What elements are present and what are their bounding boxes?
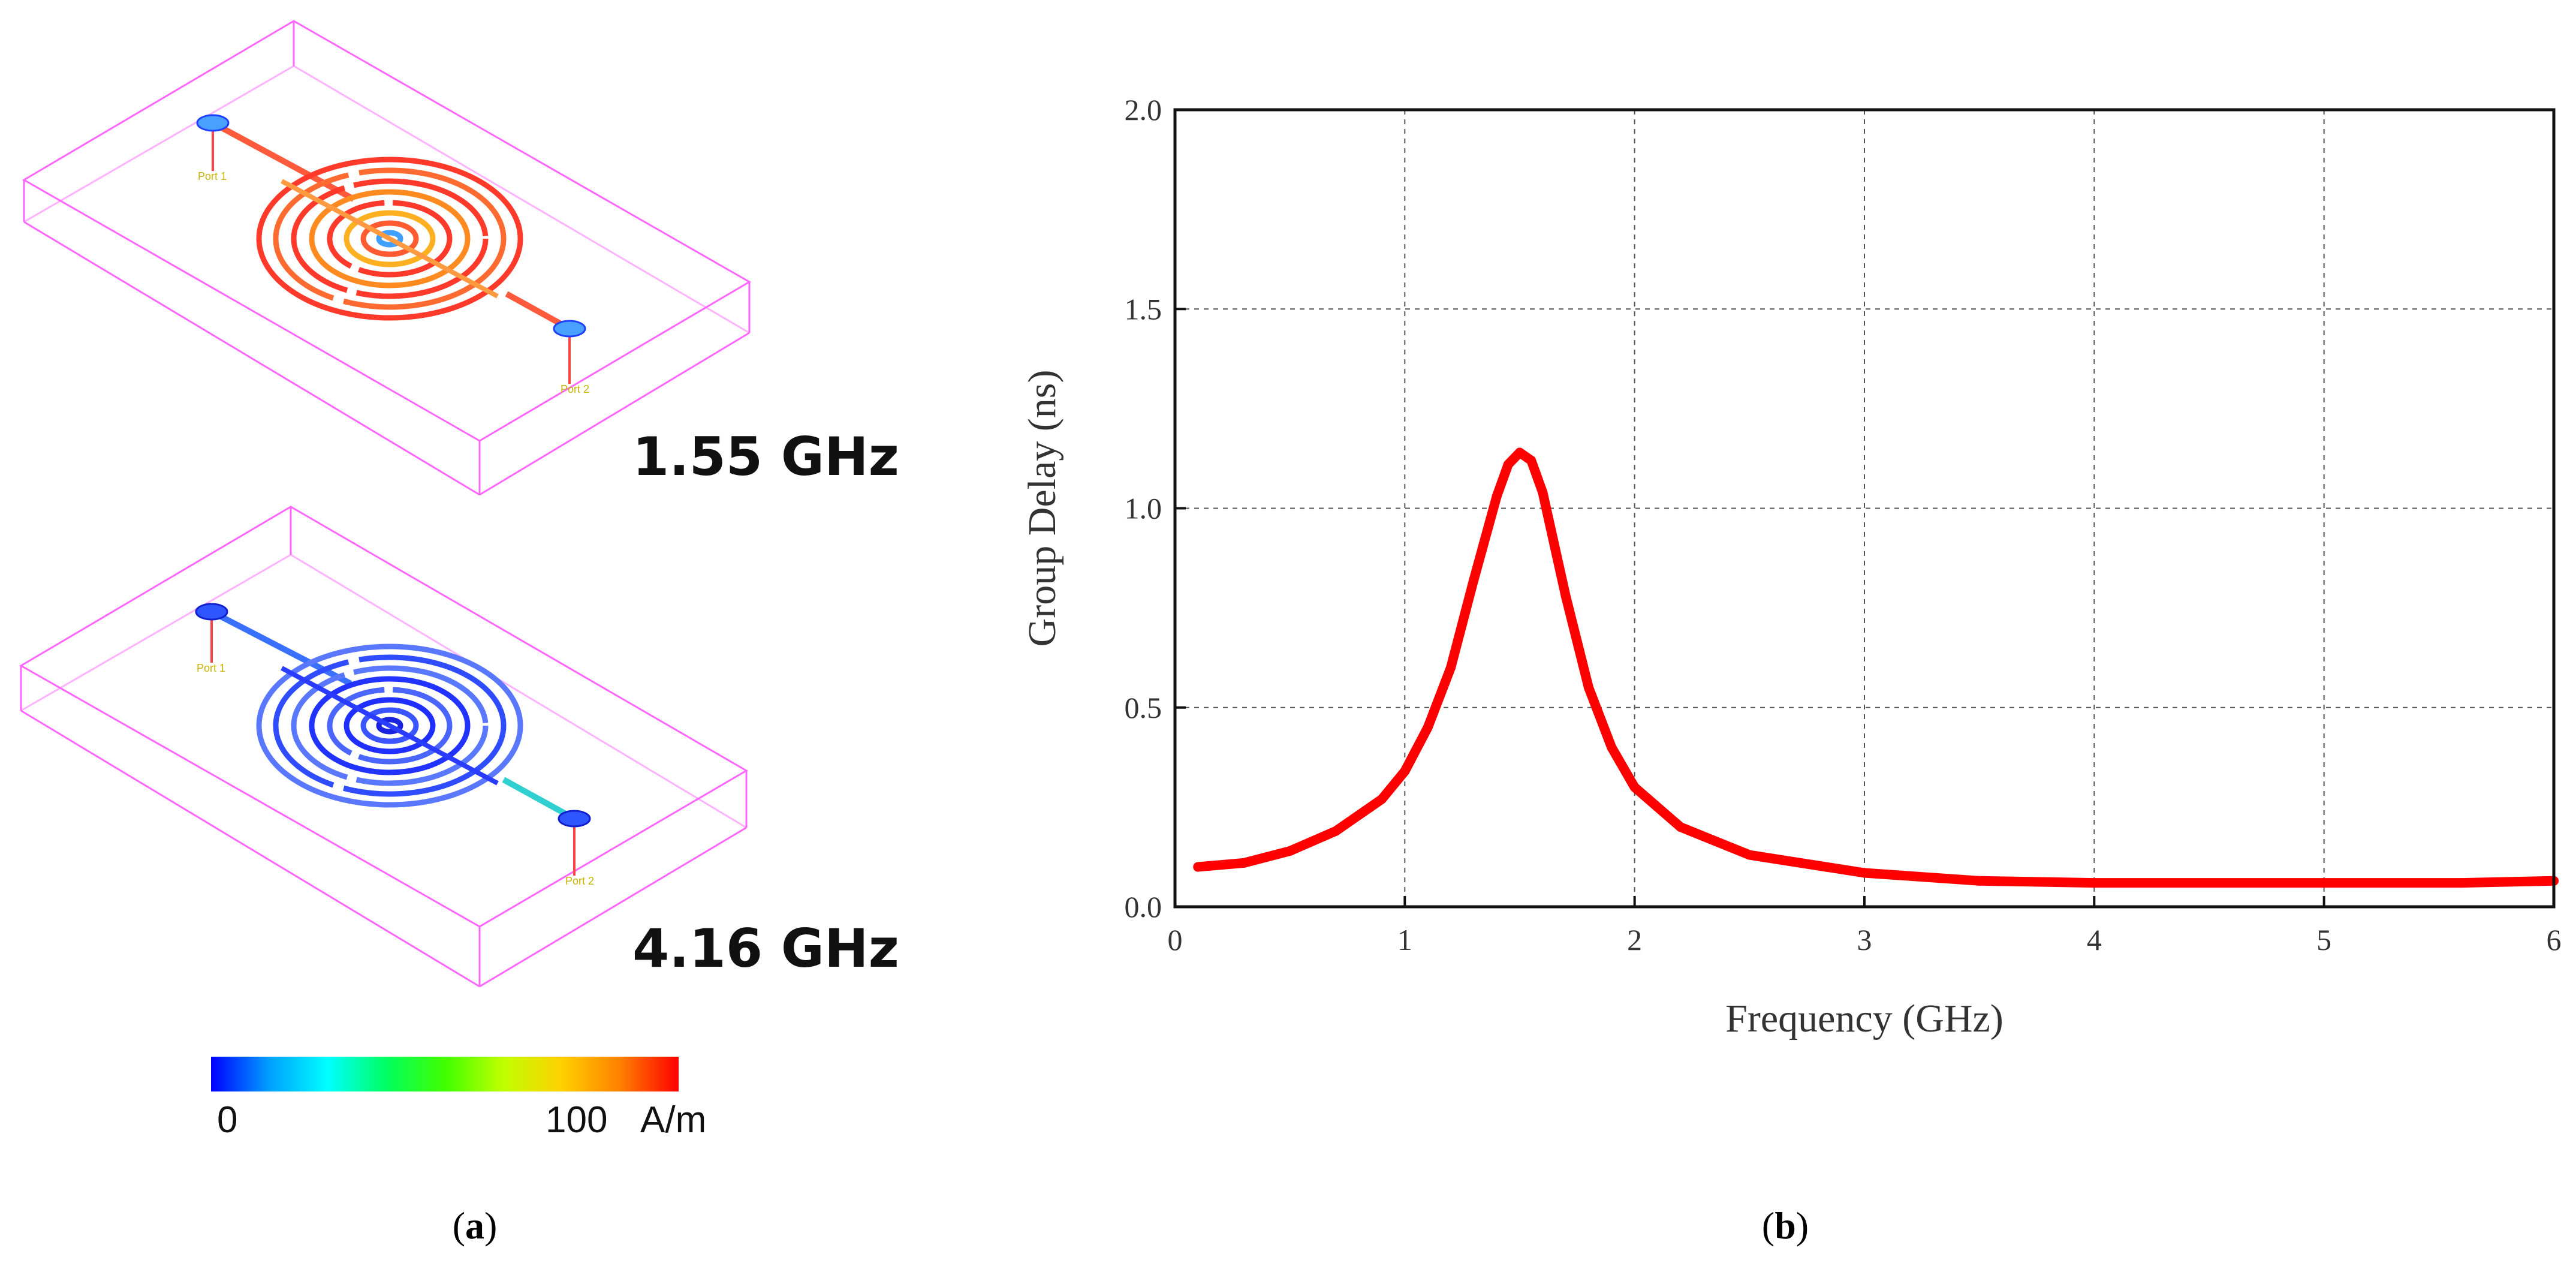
series-line-group-delay xyxy=(1193,447,2559,888)
data-point xyxy=(1515,447,1524,458)
data-point xyxy=(1285,846,1295,856)
panel-a-label: (a) xyxy=(453,1204,498,1247)
data-point xyxy=(1560,591,1571,601)
y-tick-label: 0.5 xyxy=(1125,691,1162,724)
substrate-box-2 xyxy=(19,506,748,988)
data-point xyxy=(1526,455,1536,465)
chart-grid xyxy=(1175,110,2554,907)
data-point xyxy=(1377,794,1387,804)
x-tick-label: 5 xyxy=(2316,923,2331,957)
port-2-feed-1: Port 2 xyxy=(505,291,589,395)
y-tick-label: 0.0 xyxy=(1125,890,1162,924)
colorbar: 0 100 A/m xyxy=(211,1057,706,1141)
port-1-feed-2: Port 1 xyxy=(195,603,352,687)
em-view-1: Port 1 Port 2 1.55 GHz xyxy=(22,20,899,496)
data-point xyxy=(1503,459,1513,470)
data-point xyxy=(2457,878,2467,888)
em-view-2: Port 1 Port 2 4.16 GHz xyxy=(19,506,899,988)
data-point xyxy=(1331,826,1341,836)
data-point xyxy=(1446,663,1456,673)
panel-a: Port 1 Port 2 1.55 GHz xyxy=(19,20,899,1247)
port-1-feed-1: Port 1 xyxy=(196,114,355,202)
port-1-label-2: Port 1 xyxy=(197,662,225,674)
x-tick-label: 3 xyxy=(1857,923,1872,957)
x-tick-label: 4 xyxy=(2087,923,2102,957)
data-point xyxy=(1629,782,1640,792)
data-point xyxy=(1860,868,1869,878)
chart-plot-frame xyxy=(1173,108,2556,909)
chart-y-axis-title: Group Delay (ns) xyxy=(1020,370,1064,647)
spiral-rings-2 xyxy=(256,643,523,808)
colorbar-gradient xyxy=(211,1057,679,1091)
data-point xyxy=(2089,878,2099,888)
colorbar-max-label: 100 xyxy=(546,1099,607,1141)
port-2-label-1: Port 2 xyxy=(561,383,589,395)
x-tick-label: 2 xyxy=(1627,923,1642,957)
data-point xyxy=(1538,487,1548,497)
panel-b-label: (b) xyxy=(1762,1204,1809,1247)
data-point xyxy=(1492,491,1502,501)
x-tick-label: 0 xyxy=(1168,923,1183,957)
data-point xyxy=(1239,858,1249,868)
colorbar-min-label: 0 xyxy=(217,1099,237,1141)
data-point xyxy=(1974,876,1984,886)
y-tick-label: 1.0 xyxy=(1125,492,1162,525)
y-tick-label: 1.5 xyxy=(1125,292,1162,326)
substrate-box-1 xyxy=(22,20,751,496)
chart-x-axis-title: Frequency (GHz) xyxy=(1725,997,2003,1041)
data-point xyxy=(1607,742,1617,753)
panel-a-letter: a xyxy=(465,1204,484,1247)
data-point xyxy=(1584,682,1593,693)
data-point xyxy=(1193,862,1203,872)
x-tick-label: 1 xyxy=(1397,923,1412,957)
colorbar-unit-label: A/m xyxy=(640,1099,706,1141)
panel-b: 0 1 2 3 4 5 6 0.0 0.5 1.0 1.5 2.0 Frequency (GHz) G… xyxy=(1020,93,2562,1247)
port-1-label-1: Port 1 xyxy=(198,170,227,182)
frequency-label-1: 1.55 GHz xyxy=(632,426,899,488)
data-point xyxy=(1469,575,1479,585)
data-point xyxy=(1423,722,1433,732)
data-point xyxy=(1745,850,1755,860)
data-point xyxy=(1676,822,1686,832)
port-2-label-2: Port 2 xyxy=(565,875,594,887)
spiral-rings-1 xyxy=(256,157,523,321)
x-tick-label: 6 xyxy=(2547,923,2562,957)
chart-series xyxy=(1193,447,2559,888)
data-point xyxy=(1400,766,1410,777)
frequency-label-2: 4.16 GHz xyxy=(632,918,899,979)
data-point xyxy=(2319,878,2329,888)
y-tick-label: 2.0 xyxy=(1125,93,1162,127)
port-2-feed-2: Port 2 xyxy=(502,777,594,887)
panel-b-letter: b xyxy=(1774,1204,1796,1247)
